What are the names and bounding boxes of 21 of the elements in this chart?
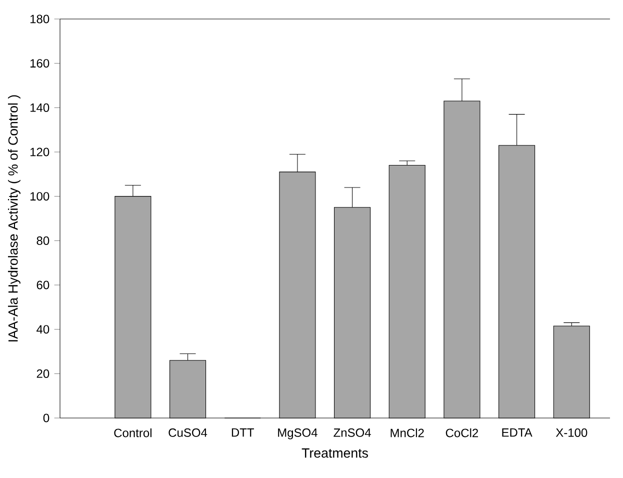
y-tick-label: 180 [30,14,50,24]
y-axis-title: IAA-Ala Hydrolase Activity ( % of Control ) [8,95,20,342]
y-tick-label: 100 [30,192,50,201]
x-axis-title: Treatments [302,448,368,458]
x-tick-label: DTT [232,428,254,437]
x-tick-label: MnCl2 [390,428,424,438]
y-tick-label: 60 [36,280,50,290]
y-tick-label: 0 [43,414,50,422]
y-tick-label: 80 [36,236,50,245]
x-tick-label: CoCl2 [446,428,478,438]
x-tick-label: EDTA [502,428,532,437]
x-tick-label: ZnSO4 [334,428,371,437]
x-tick-label: CuSO4 [168,428,208,437]
x-tick-label: Control [114,428,152,438]
y-tick-label: 20 [36,369,50,378]
y-tick-label: 160 [30,59,50,68]
x-tick-label: X-100 [556,428,588,437]
x-tick-label: MgSO4 [278,428,318,440]
y-tick-label: 40 [36,325,50,334]
y-tick-label: 140 [30,103,50,112]
y-tick-label: 120 [30,148,50,156]
